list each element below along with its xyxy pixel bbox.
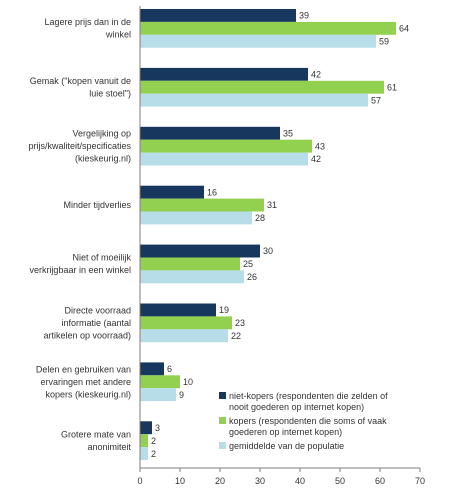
category-label: Lagere prijs dan in de winkel (44, 17, 131, 39)
legend-label: niet-kopers (respondenten die zelden of n… (229, 391, 388, 412)
category-label: Gemak ("kopen vanuit de luie stoel") (30, 76, 131, 99)
legend-swatch (219, 417, 226, 424)
value-label: 57 (371, 95, 381, 105)
value-label: 16 (207, 187, 217, 197)
bar (140, 388, 176, 402)
category-label: Niet of moeilijk verkrijgbaar in een wink… (29, 253, 131, 276)
legend: niet-kopers (respondenten die zelden of n… (219, 391, 388, 451)
category-label: Minder tijdverlies (63, 200, 131, 210)
bar (140, 34, 376, 48)
value-label: 25 (243, 259, 253, 269)
legend-item: niet-kopers (respondenten die zelden of n… (219, 391, 388, 412)
category-group: Niet of moeilijk verkrijgbaar in een wink… (29, 244, 273, 284)
bar (140, 67, 308, 81)
x-tick-label: 10 (175, 476, 185, 486)
category-label: Vergelijking op prijs/kwaliteit/specifica… (28, 129, 131, 164)
category-groups: Lagere prijs dan in de winkel396459Gemak … (28, 9, 409, 460)
value-label: 23 (235, 318, 245, 328)
legend-item: kopers (respondenten die soms of vaak goe… (219, 416, 387, 437)
bar (140, 126, 280, 140)
value-label: 26 (247, 272, 257, 282)
legend-item: gemiddelde van de populatie (219, 441, 344, 451)
category-group: Lagere prijs dan in de winkel 39 64 59 (44, 9, 409, 48)
bar (140, 316, 232, 330)
x-tick-label: 40 (295, 476, 305, 486)
bar (140, 362, 164, 376)
bar (140, 185, 204, 199)
bar (140, 244, 260, 258)
bar (140, 198, 264, 212)
x-tick-label: 50 (335, 476, 345, 486)
value-label: 64 (399, 24, 409, 34)
value-label: 2 (151, 436, 156, 446)
value-label: 42 (311, 70, 321, 80)
value-label: 59 (379, 37, 389, 47)
value-label: 9 (179, 390, 184, 400)
value-label: 61 (387, 83, 397, 93)
bar (140, 80, 384, 94)
bar (140, 270, 244, 284)
category-label: Delen en gebruiken van ervaringen met and… (36, 364, 131, 399)
value-label: 39 (299, 11, 309, 21)
category-group: Gemak ("kopen vanuit de luie stoel") 42 61 5… (30, 67, 397, 107)
value-label: 28 (255, 213, 265, 223)
bar (140, 139, 312, 153)
bar (140, 152, 308, 166)
value-label: 19 (219, 305, 229, 315)
bar (140, 9, 296, 22)
x-tick-label: 60 (375, 476, 385, 486)
bar (140, 447, 148, 460)
legend-label: gemiddelde van de populatie (229, 441, 344, 451)
value-label: 43 (315, 141, 325, 151)
bar (140, 375, 180, 389)
bar (140, 329, 228, 343)
bar (140, 93, 368, 107)
legend-label: kopers (respondenten die soms of vaak goe… (229, 416, 387, 437)
value-label: 30 (263, 246, 273, 256)
bar (140, 211, 252, 225)
value-label: 31 (267, 200, 277, 210)
value-label: 2 (151, 449, 156, 459)
value-label: 35 (283, 128, 293, 138)
bar (140, 421, 152, 435)
legend-swatch (219, 442, 226, 449)
value-label: 6 (167, 364, 172, 374)
x-tick-label: 70 (415, 476, 425, 486)
bar (140, 303, 216, 317)
value-label: 10 (183, 377, 193, 387)
category-group: Vergelijking op prijs/kwaliteit/specifica… (28, 126, 325, 166)
category-group: Grotere mate van anonimiteit 3 2 2 (61, 421, 160, 460)
value-label: 3 (155, 423, 160, 433)
x-tick-label: 30 (255, 476, 265, 486)
x-axis: 0 10 20 30 40 50 60 70 (137, 6, 425, 486)
bar (140, 21, 396, 35)
x-tick-label: 0 (137, 476, 142, 486)
category-label: Grotere mate van anonimiteit (61, 429, 132, 452)
legend-swatch (219, 392, 226, 399)
category-group: Delen en gebruiken van ervaringen met and… (36, 362, 193, 402)
value-label: 22 (231, 331, 241, 341)
bar (140, 257, 240, 271)
x-tick-label: 20 (215, 476, 225, 486)
category-label: Directe voorraad informatie (aantal artike… (43, 305, 131, 340)
value-label: 42 (311, 154, 321, 164)
category-group: Directe voorraad informatie (aantal artike… (43, 303, 245, 343)
bar (140, 434, 148, 448)
